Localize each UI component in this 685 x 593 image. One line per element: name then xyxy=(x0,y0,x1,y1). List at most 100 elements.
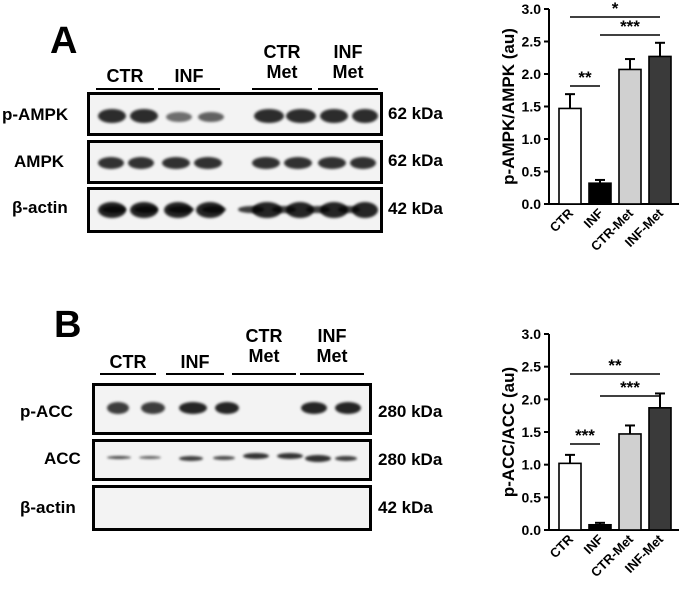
group-line xyxy=(318,88,378,90)
blot-band xyxy=(102,206,126,213)
blot-band xyxy=(352,109,378,123)
blot-label-p-ampk: p-AMPK xyxy=(2,105,69,124)
blot-band xyxy=(305,455,331,462)
bar-chart-p-ampk: 0.0 0.5 1.0 1.5 2.0 2.5 3.0p-AMPK/AMPK (au) CTR… xyxy=(499,0,679,254)
y-tick-label: 0.0 xyxy=(522,522,542,538)
blot-band xyxy=(162,157,190,169)
blot-band xyxy=(213,456,235,460)
blot-band xyxy=(352,202,378,218)
blot-band xyxy=(215,402,239,414)
western-blot-beta-actin xyxy=(87,187,383,233)
kda-label: 62 kDa xyxy=(388,104,443,123)
y-tick-label: 1.0 xyxy=(522,131,542,147)
blot-band xyxy=(179,402,207,414)
group-label-ctr: CTR xyxy=(106,66,144,86)
blot-band xyxy=(166,112,192,122)
x-tick-label: INF xyxy=(581,531,606,556)
blot-band xyxy=(202,206,226,213)
kda-label: 280 kDa xyxy=(378,402,443,421)
group-label-inf: INF xyxy=(180,352,210,372)
group-line xyxy=(300,373,364,375)
panel-a-letter: A xyxy=(50,20,78,62)
blot-band xyxy=(335,456,357,461)
group-label-inf: INF xyxy=(174,66,204,86)
blot-band xyxy=(194,157,222,169)
blot-band xyxy=(350,157,376,169)
significance-label: *** xyxy=(620,378,640,397)
group-line xyxy=(166,373,224,375)
significance-label: * xyxy=(612,0,619,18)
kda-label: 42 kDa xyxy=(388,199,443,218)
blot-label-ampk: AMPK xyxy=(14,152,65,171)
group-label-inf-met: INF Met xyxy=(332,42,364,82)
western-blot-p-ampk xyxy=(87,92,383,136)
western-blot-beta-actin xyxy=(92,485,372,531)
blot-band xyxy=(335,402,361,414)
y-tick-label: 3.0 xyxy=(522,1,542,17)
y-tick-label: 0.0 xyxy=(522,196,542,212)
significance-label: *** xyxy=(575,426,595,445)
group-line xyxy=(158,88,220,90)
y-tick-label: 3.0 xyxy=(522,326,542,342)
blot-band xyxy=(98,109,126,123)
blot-band xyxy=(238,206,264,213)
y-tick-label: 2.0 xyxy=(522,391,542,407)
y-tick-label: 0.5 xyxy=(522,164,542,180)
bar xyxy=(558,462,582,531)
blot-band xyxy=(130,109,158,123)
blot-band xyxy=(306,206,330,213)
x-tick-label: INF xyxy=(581,205,606,230)
significance-label: *** xyxy=(620,17,640,36)
blot-band xyxy=(252,157,280,169)
y-tick-label: 0.5 xyxy=(522,489,542,505)
blot-band xyxy=(98,157,124,169)
y-axis-label: p-AMPK/AMPK (au) xyxy=(499,28,518,185)
y-tick-label: 2.5 xyxy=(522,34,542,50)
blot-band xyxy=(141,402,165,414)
blot-band xyxy=(272,206,296,213)
blot-band xyxy=(243,453,269,459)
significance-label: ** xyxy=(578,68,592,87)
group-line xyxy=(100,373,156,375)
blot-label-beta-actin: β-actin xyxy=(12,198,68,217)
blot-label-p-acc: p-ACC xyxy=(20,402,73,421)
significance-label: ** xyxy=(608,356,622,375)
blot-label-acc: ACC xyxy=(44,449,81,468)
group-label-inf-met: INF Met xyxy=(316,326,348,366)
blot-band xyxy=(168,206,194,213)
blot-band xyxy=(318,157,346,169)
bar xyxy=(618,68,642,205)
blot-band xyxy=(338,206,360,213)
western-blot-ampk xyxy=(87,140,383,184)
western-blot-acc xyxy=(92,439,372,481)
western-blot-p-acc xyxy=(92,383,372,435)
y-tick-label: 2.0 xyxy=(522,66,542,82)
blot-band xyxy=(320,109,348,123)
bar xyxy=(648,407,672,531)
group-label-ctr-met: CTR Met xyxy=(263,42,301,82)
group-line xyxy=(96,88,154,90)
bar xyxy=(648,55,672,205)
blot-band xyxy=(277,453,303,459)
blot-band xyxy=(286,109,316,123)
blot-band xyxy=(128,157,154,169)
blot-band xyxy=(107,456,131,459)
blot-band xyxy=(198,112,224,122)
blot-label-beta-actin: β-actin xyxy=(20,498,76,517)
y-axis-label: p-ACC/ACC (au) xyxy=(499,367,518,497)
blot-band xyxy=(284,157,312,169)
bar xyxy=(558,107,582,205)
y-tick-label: 1.5 xyxy=(522,99,542,115)
bar xyxy=(588,523,612,531)
blot-band xyxy=(254,109,284,123)
blot-band xyxy=(301,402,327,414)
blot-band xyxy=(179,456,203,461)
blot-band xyxy=(107,402,129,414)
group-label-ctr: CTR xyxy=(109,352,147,372)
bar-chart-p-acc: 0.0 0.5 1.0 1.5 2.0 2.5 3.0 p-ACC/ACC (au) CTR IN… xyxy=(499,326,679,580)
group-line xyxy=(232,373,296,375)
blot-band xyxy=(286,202,314,218)
kda-label: 62 kDa xyxy=(388,151,443,170)
x-tick-label: CTR xyxy=(547,531,577,561)
blot-band xyxy=(134,206,158,213)
